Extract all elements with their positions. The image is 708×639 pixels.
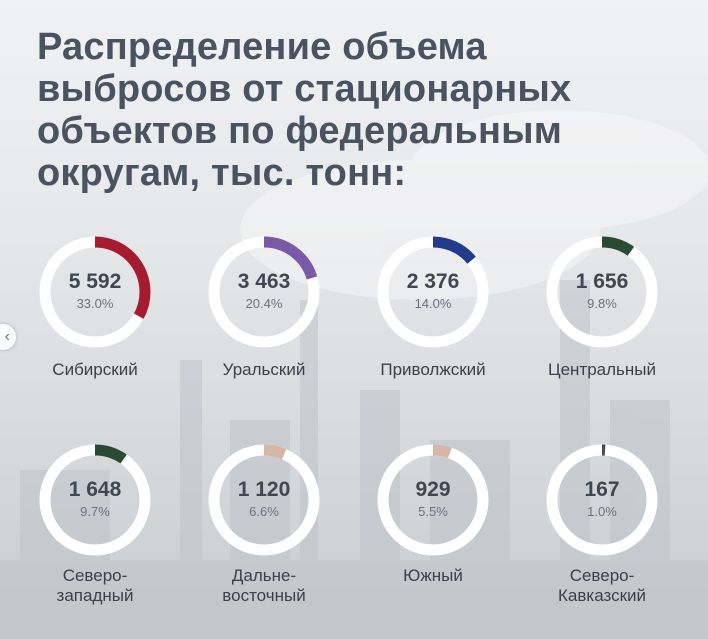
district-label: Сибирский xyxy=(52,360,138,379)
donut-chart-item: 2 376 14.0% Приволжский xyxy=(358,232,508,412)
district-label: Уральский xyxy=(222,360,306,379)
donut-chart-item: 929 5.5% Южный xyxy=(358,440,508,620)
donut-chart-item: 1 648 9.7% Северо-западный xyxy=(20,440,170,620)
donut-ring xyxy=(208,236,320,348)
value-label: 1 120 xyxy=(237,478,291,501)
district-label: Приволжский xyxy=(380,360,486,379)
donut-slice xyxy=(546,444,658,556)
donut-ring xyxy=(208,444,320,556)
percent-label: 6.6% xyxy=(249,504,279,519)
chevron-left-icon: ‹ xyxy=(4,328,10,345)
donut-slice xyxy=(208,236,320,348)
donut-ring xyxy=(39,236,151,348)
donut-ring xyxy=(377,236,489,348)
district-label: Центральный xyxy=(548,360,656,379)
value-label: 167 xyxy=(584,478,620,501)
donut-ring xyxy=(546,236,658,348)
value-label: 929 xyxy=(415,478,451,501)
percent-label: 1.0% xyxy=(587,504,617,519)
donut-chart-item: 1 656 9.8% Центральный xyxy=(527,232,677,412)
donut-ring xyxy=(377,444,489,556)
donut-slice xyxy=(377,236,489,348)
donut-slice xyxy=(377,444,489,556)
chart-title: Распределение объема выбросов от стацион… xyxy=(37,26,572,194)
donut-chart-item: 5 592 33.0% Сибирский xyxy=(20,232,170,412)
value-label: 2 376 xyxy=(406,270,460,293)
district-label: Южный xyxy=(403,566,463,585)
carousel-prev-button[interactable]: ‹ xyxy=(0,324,16,350)
donut-ring xyxy=(546,444,658,556)
percent-label: 14.0% xyxy=(414,296,452,311)
donut-slice xyxy=(546,236,658,348)
percent-label: 9.8% xyxy=(587,296,617,311)
donut-chart-item: 1 120 6.6% Дальне-восточный xyxy=(189,440,339,620)
donut-slice xyxy=(39,444,151,556)
donut-slice xyxy=(39,236,151,348)
district-label: Дальне-восточный xyxy=(222,566,306,605)
donut-ring xyxy=(39,444,151,556)
donut-chart-item: 167 1.0% Северо- Кавказский xyxy=(527,440,677,620)
value-label: 5 592 xyxy=(68,270,122,293)
value-label: 3 463 xyxy=(237,270,291,293)
value-label: 1 656 xyxy=(575,270,629,293)
percent-label: 9.7% xyxy=(80,504,110,519)
percent-label: 20.4% xyxy=(245,296,283,311)
donut-slice xyxy=(208,444,320,556)
donut-chart-item: 3 463 20.4% Уральский xyxy=(189,232,339,412)
percent-label: 5.5% xyxy=(418,504,448,519)
percent-label: 33.0% xyxy=(76,296,114,311)
district-label: Северо- Кавказский xyxy=(558,566,646,605)
value-label: 1 648 xyxy=(68,478,122,501)
district-label: Северо-западный xyxy=(56,566,134,605)
